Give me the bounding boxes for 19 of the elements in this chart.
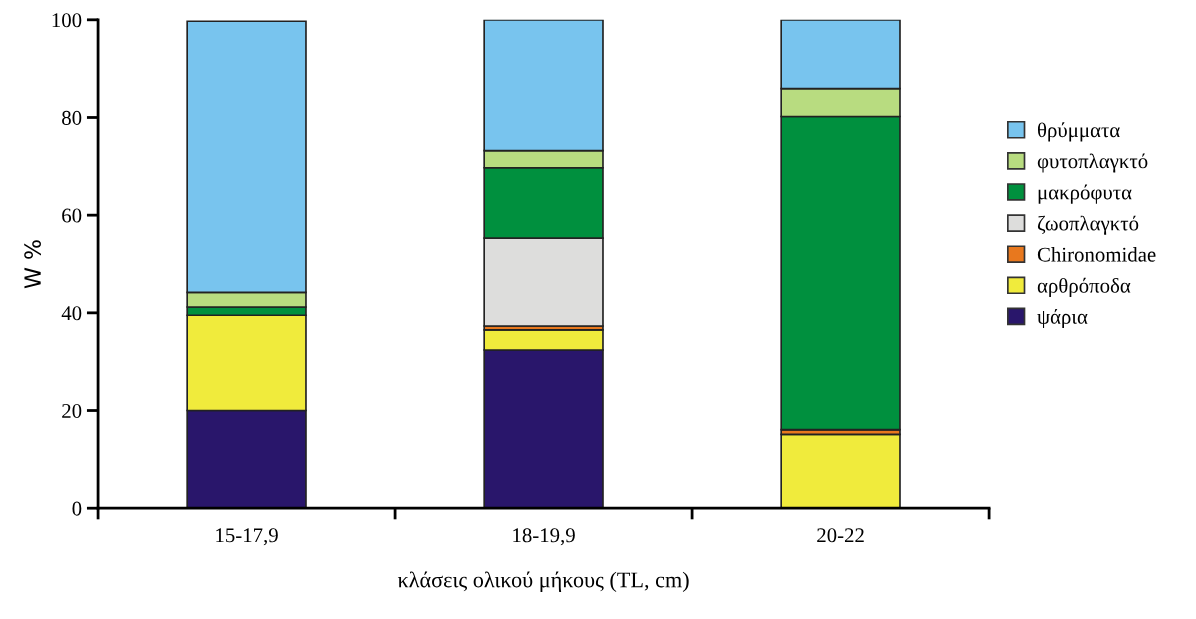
y-tick-label: 20 — [62, 403, 82, 418]
legend-label: αρθρόποδα — [1037, 277, 1131, 297]
bar — [780, 433, 901, 509]
y-tick-label: 100 — [52, 13, 82, 28]
legend-label: ψάρια — [1037, 308, 1088, 329]
legend-label: Chironomidae — [1037, 246, 1156, 262]
x-tick-label: 15-17,9 — [216, 528, 278, 546]
legend-label: ζωοπλαγκτό — [1037, 215, 1139, 235]
x-tick-label: 20-22 — [817, 528, 864, 543]
legend-label: θρύμματα — [1037, 122, 1120, 142]
y-tick-label: 60 — [62, 208, 82, 223]
x-tick-label: 18-19,9 — [513, 528, 575, 546]
x-axis-title: κλάσεις ολικού μήκους (TL, cm) — [397, 571, 689, 592]
y-axis-title: W % — [24, 240, 41, 289]
y-tick-label: 80 — [62, 110, 82, 125]
legend-label: φυτοπλαγκτό — [1037, 153, 1148, 173]
y-tick-label: 40 — [61, 306, 82, 321]
legend-label: μακρόφυτα — [1038, 184, 1132, 204]
y-tick-label: 0 — [72, 501, 82, 516]
